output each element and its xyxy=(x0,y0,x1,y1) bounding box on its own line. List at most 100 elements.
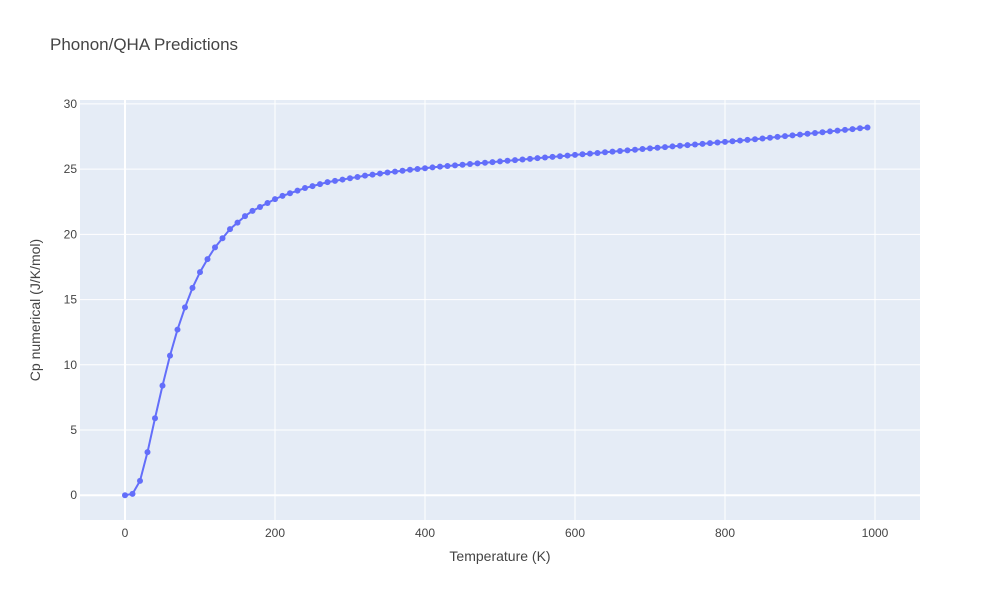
series-line xyxy=(124,126,868,497)
data-point xyxy=(159,382,166,389)
data-point xyxy=(197,269,203,276)
data-point xyxy=(227,226,233,233)
data-point xyxy=(497,158,503,165)
plot-area xyxy=(80,100,920,520)
data-point xyxy=(602,149,608,156)
data-point xyxy=(587,150,593,157)
y-tick-label: 10 xyxy=(64,358,78,372)
data-point xyxy=(257,203,263,210)
series-layer xyxy=(122,124,871,499)
data-point xyxy=(737,137,743,144)
data-point xyxy=(287,190,293,197)
data-point xyxy=(384,169,391,176)
data-point xyxy=(302,185,308,192)
data-point xyxy=(309,183,316,190)
data-point xyxy=(212,244,218,251)
data-point xyxy=(137,477,143,484)
data-point xyxy=(834,127,841,134)
x-tick-label: 600 xyxy=(565,526,585,540)
data-point xyxy=(564,152,571,159)
x-tick-label: 800 xyxy=(715,526,735,540)
data-point xyxy=(669,143,676,150)
x-axis-label: Temperature (K) xyxy=(449,548,550,564)
data-point xyxy=(399,167,406,174)
data-point xyxy=(797,131,803,138)
data-point xyxy=(362,172,368,179)
data-point xyxy=(714,139,721,146)
y-tick-label: 30 xyxy=(64,97,78,111)
data-point xyxy=(249,207,256,214)
data-point xyxy=(437,163,443,170)
data-point xyxy=(414,166,421,172)
data-point xyxy=(392,168,398,175)
y-tick-label: 25 xyxy=(64,162,78,176)
data-point xyxy=(857,125,863,132)
data-point xyxy=(504,157,511,164)
data-point xyxy=(324,179,331,186)
data-point xyxy=(519,156,526,163)
data-point xyxy=(594,149,601,156)
data-point xyxy=(332,177,338,184)
data-point xyxy=(789,132,796,139)
data-point xyxy=(482,159,488,166)
data-point xyxy=(684,142,691,149)
data-point xyxy=(144,449,151,456)
data-point xyxy=(542,154,548,161)
data-point xyxy=(624,147,631,154)
data-point xyxy=(729,138,736,145)
data-point xyxy=(152,415,158,422)
data-point xyxy=(189,284,196,291)
y-tick-label: 15 xyxy=(64,293,78,307)
data-point xyxy=(489,159,496,166)
data-point xyxy=(692,141,698,148)
chart-title: Phonon/QHA Predictions xyxy=(50,35,238,54)
tick-labels: 0 5 10 15 20 25 30 0 200 400 600 800 1000 xyxy=(64,97,889,540)
data-point xyxy=(474,160,481,167)
data-point xyxy=(377,170,383,177)
data-point xyxy=(534,155,541,162)
data-point xyxy=(279,192,286,199)
data-point xyxy=(864,124,871,131)
data-point xyxy=(557,153,563,160)
data-point xyxy=(812,130,818,136)
data-point xyxy=(699,140,706,147)
data-point xyxy=(572,151,578,158)
data-point xyxy=(182,304,188,311)
data-point xyxy=(204,256,211,263)
data-point xyxy=(527,155,533,162)
data-point xyxy=(609,148,616,155)
data-point xyxy=(347,175,353,182)
data-point xyxy=(174,326,181,333)
data-point xyxy=(317,181,323,188)
data-point xyxy=(512,157,518,164)
data-point xyxy=(429,164,436,171)
data-point xyxy=(339,176,346,183)
data-point xyxy=(677,142,683,149)
data-point xyxy=(827,128,833,135)
y-axis-label: Cp numerical (J/K/mol) xyxy=(27,239,43,381)
data-point xyxy=(294,187,301,194)
data-point xyxy=(167,352,173,359)
data-point xyxy=(744,136,751,143)
y-tick-label: 0 xyxy=(70,488,77,502)
data-point xyxy=(617,148,623,154)
data-point xyxy=(129,490,136,497)
data-point xyxy=(782,133,788,140)
y-tick-label: 20 xyxy=(64,227,78,241)
data-point xyxy=(354,173,361,180)
data-point xyxy=(369,171,376,178)
x-tick-label: 0 xyxy=(122,526,129,540)
data-point xyxy=(422,165,428,172)
x-tick-label: 1000 xyxy=(862,526,889,540)
data-point xyxy=(819,129,826,136)
data-point xyxy=(849,126,856,133)
data-point xyxy=(804,130,811,137)
y-tick-label: 5 xyxy=(70,423,77,437)
data-point xyxy=(632,146,638,153)
data-point xyxy=(234,219,241,226)
data-point xyxy=(752,136,758,143)
data-point xyxy=(767,134,773,141)
data-point xyxy=(549,153,556,160)
data-point xyxy=(467,161,473,168)
